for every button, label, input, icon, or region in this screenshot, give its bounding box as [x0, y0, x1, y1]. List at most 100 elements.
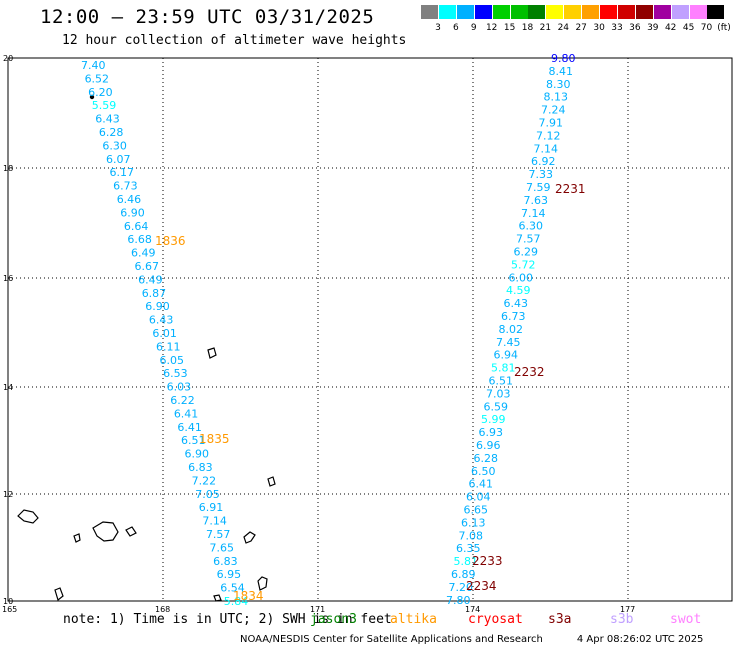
swh-label: 6.11 — [156, 340, 181, 353]
satellite-s3a: s3a — [548, 612, 572, 627]
legend-label: 21 — [539, 23, 552, 33]
swh-label: 7.20 — [449, 581, 474, 594]
swh-label: 6.64 — [124, 220, 149, 233]
swh-label: 6.50 — [471, 465, 496, 478]
swh-label: 6.49 — [138, 273, 163, 286]
swh-label: 7.33 — [529, 168, 554, 181]
island-6 — [267, 476, 276, 487]
swh-label: 6.28 — [474, 452, 499, 465]
footer-credit: NOAA/NESDIS Center for Satellite Applica… — [240, 634, 543, 645]
legend-swatch — [492, 5, 510, 19]
swh-label: 9.80 — [551, 52, 576, 65]
swh-label: 6.20 — [88, 86, 113, 99]
swh-label: 6.41 — [174, 407, 199, 420]
pass-time-label: 2234 — [466, 579, 497, 593]
swh-label: 6.83 — [188, 461, 213, 474]
swh-label: 6.49 — [131, 247, 156, 260]
legend-label: 24 — [557, 23, 570, 33]
swh-label: 7.40 — [81, 59, 106, 72]
legend-swatch — [474, 5, 492, 19]
footer-timestamp: 4 Apr 08:26:02 UTC 2025 — [576, 634, 704, 645]
satellite-altika: altika — [390, 612, 437, 627]
swh-label: 6.73 — [113, 180, 138, 193]
island-4 — [125, 526, 137, 537]
lat-tick-label: 20 — [3, 54, 13, 63]
location-marker — [89, 94, 95, 100]
swh-label: 7.57 — [206, 528, 231, 541]
swh-label: 7.05 — [195, 488, 220, 501]
lon-tick-label: 165 — [2, 605, 17, 614]
swh-label: 6.28 — [99, 126, 124, 139]
swh-label: 6.90 — [145, 300, 170, 313]
swh-label: 7.59 — [526, 181, 551, 194]
lon-tick-label: 177 — [620, 605, 635, 614]
swh-label: 5.99 — [481, 413, 506, 426]
swh-label: 6.13 — [461, 516, 486, 529]
lat-tick-label: 18 — [3, 164, 13, 173]
coastlines — [17, 347, 276, 602]
satellite-cryosat: cryosat — [468, 612, 523, 627]
swh-label: 6.43 — [95, 113, 120, 126]
swh-label: 6.05 — [160, 354, 185, 367]
time-labels: 1836 1835 1834 2231 2232 2233 2234 — [155, 182, 586, 603]
pass-time-label: 1835 — [199, 432, 230, 446]
swh-label: 7.91 — [539, 117, 564, 130]
swh-label: 6.65 — [464, 504, 489, 517]
swh-label: 8.13 — [544, 91, 569, 104]
note-text: note: 1) Time is in UTC; 2) SWH is in fe… — [63, 612, 392, 627]
legend-label: 12 — [485, 23, 498, 33]
swh-label: 7.14 — [202, 515, 227, 528]
swh-label: 6.01 — [152, 327, 177, 340]
swh-label: 6.94 — [494, 349, 519, 362]
legend-swatch — [617, 5, 635, 19]
pass-time-label: 1836 — [155, 234, 186, 248]
swh-label: 7.45 — [496, 336, 521, 349]
island-7 — [243, 531, 256, 544]
page-title: 12:00 – 23:59 UTC 03/31/2025 — [40, 6, 375, 28]
swh-label: 6.89 — [451, 568, 476, 581]
legend-swatch — [510, 5, 528, 19]
swh-label: 6.51 — [489, 375, 514, 388]
legend-swatch — [689, 5, 707, 19]
legend-swatch — [456, 5, 474, 19]
swh-label: 6.03 — [167, 381, 192, 394]
swh-label: 6.95 — [217, 568, 242, 581]
swh-label: 5.84 — [224, 595, 249, 608]
swh-label: 6.07 — [106, 153, 130, 166]
swh-label: 6.51 — [181, 434, 206, 447]
island-5 — [207, 347, 217, 359]
swh-label: 6.96 — [476, 439, 501, 452]
pass-time-label: 1834 — [233, 589, 264, 603]
legend-label: 3 — [435, 23, 441, 33]
legend-label: 27 — [575, 23, 587, 33]
swh-label: 6.54 — [220, 582, 245, 595]
swh-label: 5.81 — [454, 555, 479, 568]
legend-swatch — [546, 5, 564, 19]
legend-swatch — [671, 5, 689, 19]
swh-label: 5.81 — [491, 362, 516, 375]
legend-label: 36 — [629, 23, 641, 33]
legend-swatch — [635, 5, 653, 19]
swh-label: 7.14 — [521, 207, 546, 220]
island-8 — [257, 576, 268, 591]
lat-tick-label: 12 — [3, 490, 13, 499]
map-frame — [7, 57, 733, 602]
legend-label: 15 — [503, 23, 516, 33]
swh-label: 6.93 — [479, 426, 504, 439]
swh-label: 6.92 — [531, 155, 556, 168]
satellite-jason3: jason3 — [310, 612, 357, 627]
legend-label: 45 — [682, 23, 695, 33]
island-2 — [92, 521, 119, 542]
footer: NOAA/NESDIS Center for Satellite Applica… — [240, 634, 703, 645]
legend-label: 39 — [647, 23, 659, 33]
swh-label: 6.04 — [466, 491, 491, 504]
island-3 — [73, 533, 81, 543]
island-10 — [213, 594, 222, 602]
swh-label: 7.12 — [536, 129, 561, 142]
swh-label: 6.17 — [110, 166, 135, 179]
lon-tick-label: 168 — [155, 605, 170, 614]
legend-label: 42 — [664, 23, 677, 33]
satellite-s3b: s3b — [610, 612, 634, 627]
track-west: 7.406.526.205.596.436.286.306.076.176.73… — [81, 59, 248, 608]
